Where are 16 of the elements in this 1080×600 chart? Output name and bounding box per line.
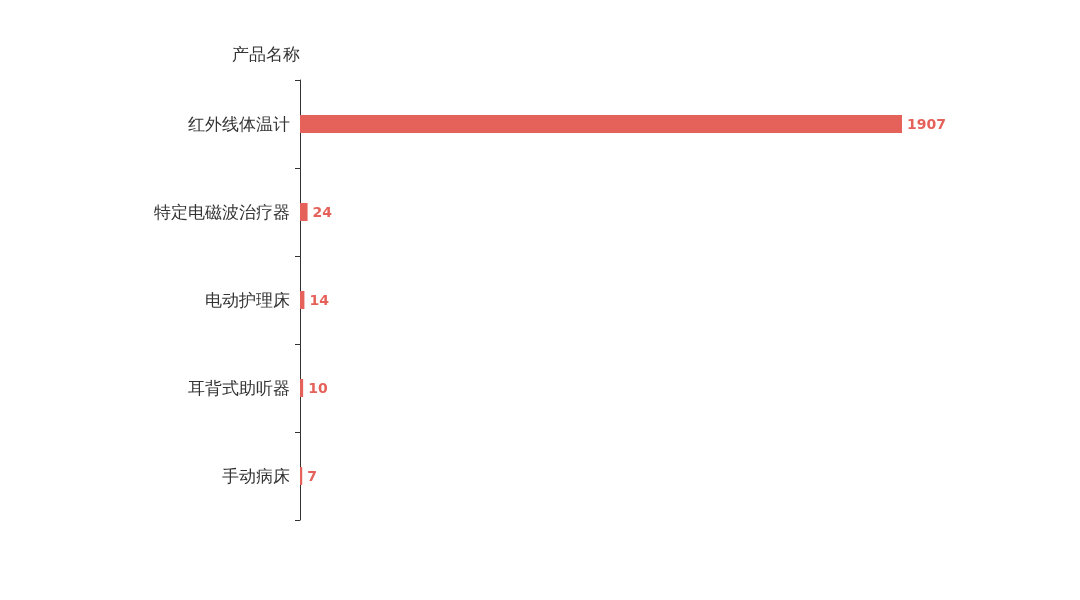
y-tick-label: 手动病床 [222,466,290,486]
data-label: 24 [312,204,333,220]
data-label: 10 [308,380,328,396]
bar [300,203,308,221]
bar [300,291,305,309]
data-label: 1907 [907,116,946,132]
bar [300,379,304,397]
y-tick-label: 耳背式助听器 [188,378,290,398]
bar [300,115,902,133]
y-tick-label: 特定电磁波治疗器 [154,202,290,222]
y-tick-label: 红外线体温计 [188,114,290,134]
bar [300,467,303,485]
y-tick-label: 电动护理床 [205,290,290,310]
y-axis-title: 产品名称 [232,43,300,64]
data-label: 14 [309,292,330,308]
data-label: 7 [307,468,317,484]
